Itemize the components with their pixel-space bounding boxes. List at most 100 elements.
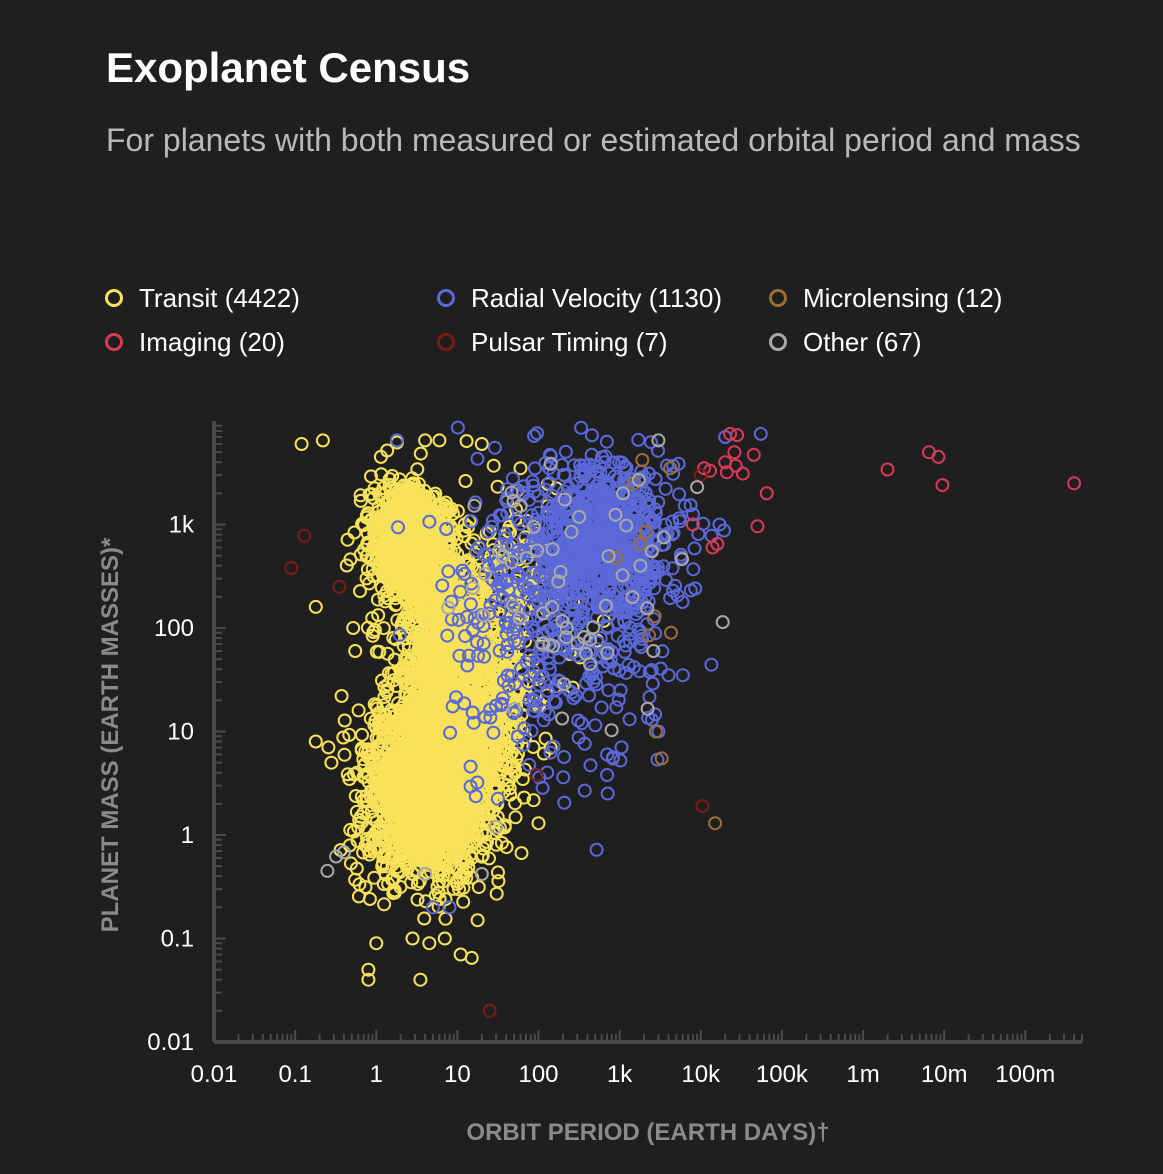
point-transit bbox=[514, 846, 529, 861]
point-transit bbox=[324, 755, 339, 770]
point-radial-velocity bbox=[672, 487, 687, 502]
point-transit bbox=[361, 538, 375, 553]
point-transit bbox=[294, 437, 309, 451]
point-transit bbox=[413, 972, 428, 987]
legend-label-imaging: Imaging (20) bbox=[139, 326, 285, 357]
point-transit bbox=[405, 931, 420, 946]
point-transit bbox=[359, 571, 374, 586]
legend-label-pulsar-timing: Pulsar Timing (7) bbox=[471, 326, 668, 357]
point-transit bbox=[365, 809, 380, 824]
legend-swatch-imaging bbox=[105, 333, 123, 351]
point-transit bbox=[337, 747, 352, 762]
point-transit bbox=[384, 567, 399, 582]
point-transit bbox=[474, 437, 489, 451]
point-transit bbox=[418, 433, 433, 448]
point-transit bbox=[343, 856, 358, 871]
point-transit bbox=[531, 816, 546, 831]
point-transit bbox=[452, 870, 467, 885]
legend-swatch-transit bbox=[105, 289, 123, 307]
point-transit bbox=[442, 859, 457, 874]
point-transit bbox=[334, 689, 349, 703]
point-transit bbox=[347, 824, 361, 839]
point-radial-velocity bbox=[530, 426, 544, 441]
point-transit bbox=[351, 889, 366, 904]
point-transit bbox=[459, 434, 474, 449]
point-transit bbox=[347, 767, 362, 782]
point-transit bbox=[308, 734, 323, 749]
point-transit bbox=[491, 865, 505, 880]
point-transit bbox=[410, 863, 425, 878]
legend-label-radial-velocity: Radial Velocity (1130) bbox=[471, 282, 722, 313]
point-transit bbox=[374, 796, 389, 811]
point-transit bbox=[353, 584, 367, 599]
point-transit bbox=[363, 512, 378, 527]
point-transit bbox=[508, 810, 523, 825]
legend-item-microlensing[interactable]: Microlensing (12) bbox=[769, 282, 1105, 314]
legend-label-transit: Transit (4422) bbox=[139, 282, 300, 313]
point-transit bbox=[377, 897, 392, 912]
legend-swatch-microlensing bbox=[769, 289, 787, 307]
point-transit bbox=[353, 493, 368, 508]
point-transit bbox=[456, 894, 471, 909]
point-transit bbox=[356, 845, 371, 860]
point-transit bbox=[372, 754, 387, 769]
point-transit bbox=[461, 860, 476, 875]
point-transit bbox=[413, 446, 428, 461]
legend-item-transit[interactable]: Transit (4422) bbox=[105, 282, 437, 314]
point-transit bbox=[405, 493, 420, 508]
legend-label-microlensing: Microlensing (12) bbox=[803, 282, 1003, 313]
point-transit bbox=[342, 772, 357, 786]
point-transit bbox=[337, 713, 352, 728]
legend-item-pulsar-timing[interactable]: Pulsar Timing (7) bbox=[437, 326, 769, 358]
legend-item-other[interactable]: Other (67) bbox=[769, 326, 1105, 358]
point-transit bbox=[438, 911, 453, 926]
point-transit bbox=[366, 834, 381, 849]
points-layer bbox=[284, 420, 1082, 1018]
point-transit bbox=[348, 789, 363, 803]
point-transit bbox=[346, 621, 361, 635]
point-transit bbox=[348, 644, 363, 658]
point-transit bbox=[460, 855, 475, 869]
point-transit bbox=[386, 871, 401, 886]
point-transit bbox=[417, 833, 431, 848]
point-transit bbox=[373, 449, 388, 464]
point-transit bbox=[489, 886, 504, 901]
point-transit bbox=[360, 822, 375, 837]
point-transit bbox=[437, 931, 452, 946]
point-transit bbox=[410, 462, 425, 477]
point-transit bbox=[350, 833, 365, 848]
point-transit bbox=[464, 950, 479, 965]
point-radial-velocity bbox=[663, 591, 678, 606]
point-transit bbox=[308, 599, 323, 614]
point-transit bbox=[486, 458, 501, 473]
point-transit bbox=[321, 740, 336, 755]
point-transit bbox=[410, 876, 425, 891]
point-transit bbox=[360, 831, 375, 846]
point-transit bbox=[369, 936, 384, 951]
point-transit bbox=[385, 808, 400, 823]
point-transit bbox=[357, 757, 372, 772]
point-transit bbox=[352, 812, 367, 827]
legend-swatch-radial-velocity bbox=[437, 289, 455, 307]
point-transit bbox=[470, 913, 485, 928]
point-transit bbox=[402, 484, 417, 499]
point-transit bbox=[367, 526, 382, 541]
point-transit bbox=[374, 467, 389, 482]
point-transit bbox=[348, 872, 363, 887]
legend-swatch-other bbox=[769, 333, 787, 351]
point-transit bbox=[340, 532, 355, 547]
legend-label-other: Other (67) bbox=[803, 326, 922, 357]
legend: Transit (4422) Radial Velocity (1130) Mi… bbox=[105, 282, 1105, 358]
point-transit bbox=[425, 847, 440, 862]
legend-item-radial-velocity[interactable]: Radial Velocity (1130) bbox=[437, 282, 769, 314]
point-transit bbox=[379, 685, 394, 700]
point-transit bbox=[438, 501, 453, 516]
point-transit bbox=[494, 835, 509, 850]
point-transit bbox=[376, 480, 391, 495]
point-transit bbox=[438, 892, 453, 907]
point-transit bbox=[351, 703, 366, 718]
page-subtitle: For planets with both measured or estima… bbox=[106, 122, 1081, 158]
legend-item-imaging[interactable]: Imaging (20) bbox=[105, 326, 437, 358]
point-transit bbox=[458, 474, 473, 488]
